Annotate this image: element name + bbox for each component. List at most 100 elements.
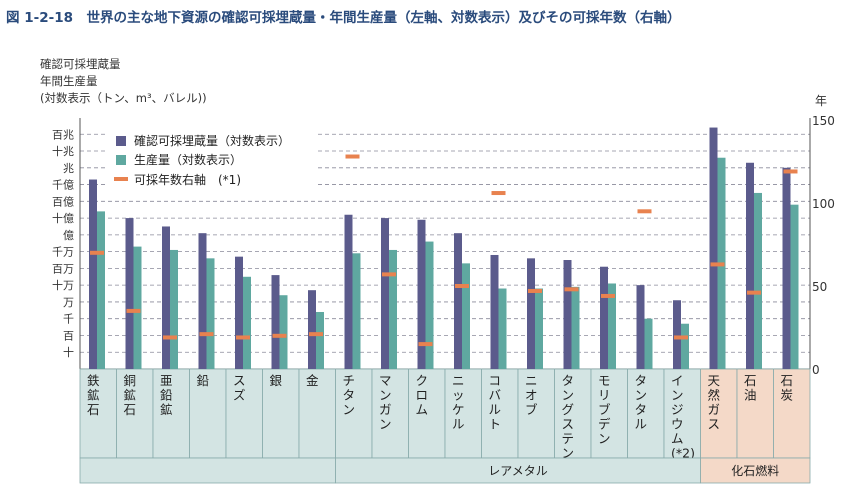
category-label-line: グ — [562, 402, 575, 417]
category-label-line: 鉱 — [124, 388, 137, 403]
left-tick-label: 万 — [63, 296, 74, 309]
bar-reserves — [746, 162, 754, 369]
category-label-line: オ — [525, 388, 538, 403]
years-marker — [126, 308, 141, 313]
right-tick-label: 100 — [812, 197, 835, 211]
left-tick-label: 百 — [63, 329, 74, 342]
category-label-line: 鉛 — [160, 388, 173, 403]
category-label-line: ン — [635, 388, 648, 403]
bar-production — [790, 204, 799, 369]
category-label-line: ン — [379, 388, 392, 403]
category-label-line: ブ — [598, 402, 611, 417]
group-cell — [335, 457, 701, 484]
category-label-line: ス — [708, 417, 721, 432]
category-label: インジウム(*2) — [671, 373, 695, 461]
left-tick-label: 千 — [63, 313, 74, 326]
bar-production — [279, 295, 288, 369]
bar-reserves — [162, 226, 170, 369]
category-label-line: タ — [343, 388, 356, 403]
left-tick-label: 十億 — [52, 211, 74, 225]
category-label-line: ウ — [671, 417, 684, 432]
years-marker — [783, 169, 798, 174]
category-label-line: ム — [671, 431, 684, 446]
category-label-line: ロ — [416, 388, 429, 403]
category-label-line: テ — [562, 431, 575, 446]
category-label: マンガン — [379, 373, 392, 432]
category-label: タングステン — [562, 373, 575, 461]
bar-reserves — [89, 179, 97, 369]
years-marker — [528, 288, 542, 293]
category-label-line: ジ — [671, 402, 684, 417]
category-cell — [444, 368, 482, 459]
bar-production — [170, 249, 178, 369]
left-tick-label: 千万 — [52, 246, 74, 259]
category-label-line: バ — [489, 388, 502, 403]
category-label: コバルト — [489, 373, 502, 432]
category-label: モリブデン — [598, 373, 611, 446]
legend-swatch-production — [116, 155, 126, 165]
bar-production — [535, 288, 543, 369]
bar-reserves — [563, 260, 572, 369]
group-cell — [700, 457, 811, 484]
category-label: タンタル — [635, 373, 648, 432]
right-tick-label: 50 — [812, 280, 827, 294]
category-label-line: チ — [343, 373, 356, 388]
bar-production — [462, 263, 470, 369]
category-label: 亜鉛鉱 — [160, 373, 173, 417]
left-tick-label: 百万 — [52, 262, 74, 275]
category-label-line: ル — [489, 402, 502, 417]
left-axis-label-line-1: 確認可採埋蔵量 — [40, 57, 121, 71]
category-label: 銅鉱石 — [124, 373, 137, 417]
category-label: 金 — [306, 373, 319, 388]
category-cell — [298, 368, 336, 459]
bar-production — [608, 283, 616, 369]
bar-production — [754, 192, 762, 369]
category-label: 鉄鉱石 — [87, 373, 100, 417]
category-label: チタン — [343, 373, 356, 417]
group-cell-empty — [79, 457, 336, 484]
category-label-line: 亜 — [160, 373, 173, 388]
category-cell — [773, 368, 811, 459]
category-label: 石炭 — [781, 373, 794, 403]
years-marker — [674, 335, 688, 340]
bar-production — [425, 241, 434, 369]
left-tick-label: 百億 — [52, 195, 74, 208]
legend-label: 可採年数右軸 (*1) — [134, 172, 241, 187]
category-label-line: ン — [562, 446, 575, 461]
years-marker — [382, 272, 396, 277]
category-label-line: ル — [452, 417, 465, 432]
years-marker — [199, 332, 214, 337]
category-cell — [79, 368, 117, 459]
category-cell — [700, 368, 738, 459]
category-label-line: モ — [598, 373, 611, 388]
legend-box — [108, 128, 318, 190]
years-marker — [309, 332, 323, 337]
years-marker — [163, 335, 177, 340]
category-cell — [736, 368, 774, 459]
category-label-line: ン — [379, 417, 392, 432]
category-label-line: 炭 — [781, 388, 794, 403]
legend-label: 生産量（対数表示） — [134, 152, 242, 167]
category-label-line: 金 — [306, 373, 319, 388]
years-marker — [418, 342, 433, 347]
category-label-line: 銅 — [124, 373, 137, 388]
left-axis-label-line-3: (対数表示（トン、m³、バレル)) — [40, 91, 207, 105]
category-label-line: ン — [671, 388, 684, 403]
years-marker — [747, 290, 761, 295]
years-marker — [345, 154, 360, 159]
category-label-line: 銀 — [270, 373, 283, 388]
bar-reserves — [527, 258, 535, 369]
category-label-line: 石 — [744, 373, 757, 388]
left-tick-label: 十兆 — [52, 144, 74, 158]
category-label: スズ — [233, 373, 246, 403]
years-marker — [564, 287, 579, 292]
category-label-line: ニ — [525, 373, 538, 388]
left-tick-label: 兆 — [63, 162, 74, 175]
bar-reserves — [271, 275, 280, 369]
category-label-line: 鉄 — [87, 373, 100, 388]
bar-production — [316, 311, 324, 369]
bar-reserves — [673, 300, 681, 369]
category-label-line: タ — [562, 373, 575, 388]
category-label-line: 石 — [87, 402, 100, 417]
